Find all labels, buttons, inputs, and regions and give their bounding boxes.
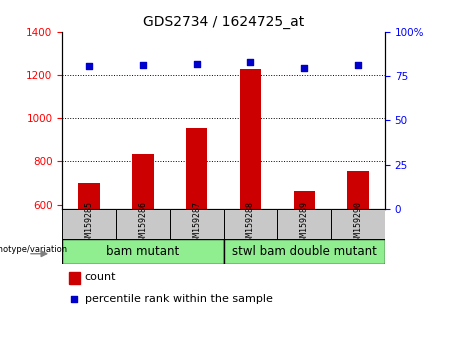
Text: count: count <box>85 272 116 282</box>
Text: percentile rank within the sample: percentile rank within the sample <box>85 294 273 304</box>
Bar <box>224 209 278 239</box>
Point <box>247 59 254 65</box>
Text: GSM159285: GSM159285 <box>85 201 94 246</box>
Point <box>193 61 201 67</box>
Bar <box>170 209 224 239</box>
Point <box>301 65 308 71</box>
Bar <box>331 209 385 239</box>
Bar <box>69 272 80 284</box>
Point <box>355 63 362 68</box>
Point <box>139 62 147 68</box>
Text: genotype/variation: genotype/variation <box>0 245 68 254</box>
Text: GSM159287: GSM159287 <box>192 201 201 246</box>
Bar <box>240 69 261 209</box>
Bar <box>116 209 170 239</box>
Bar <box>347 171 369 209</box>
Bar <box>62 239 224 264</box>
Point <box>85 64 93 69</box>
Bar <box>186 128 207 209</box>
Bar <box>62 209 116 239</box>
Text: GSM159289: GSM159289 <box>300 201 309 246</box>
Title: GDS2734 / 1624725_at: GDS2734 / 1624725_at <box>143 16 304 29</box>
Text: GSM159290: GSM159290 <box>354 201 362 246</box>
Bar <box>278 209 331 239</box>
Text: bam mutant: bam mutant <box>106 245 179 258</box>
Bar <box>132 154 154 209</box>
Point <box>71 296 78 302</box>
Bar <box>78 183 100 209</box>
Text: GSM159286: GSM159286 <box>138 201 148 246</box>
Text: GSM159288: GSM159288 <box>246 201 255 246</box>
Bar <box>224 239 385 264</box>
Bar <box>294 190 315 209</box>
Text: stwl bam double mutant: stwl bam double mutant <box>232 245 377 258</box>
